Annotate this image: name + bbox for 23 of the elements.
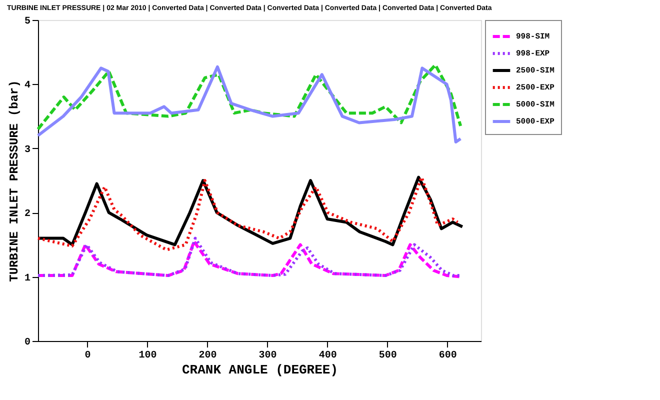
y-tick-label: 2 <box>24 209 30 220</box>
y-tick-label: 5 <box>24 16 30 28</box>
legend-label: 998-EXP <box>516 50 550 58</box>
y-tick-label: 4 <box>24 80 30 92</box>
x-tick-label: 400 <box>318 350 337 362</box>
y-tick-label: 3 <box>24 144 30 156</box>
x-tick-label: 300 <box>258 350 277 362</box>
x-tick-label: 0 <box>84 350 91 362</box>
x-tick-label: 600 <box>438 350 457 362</box>
legend-label: 5000-SIM <box>516 100 555 110</box>
legend-label: 2500-EXP <box>516 84 555 92</box>
x-tick-label: 500 <box>378 350 397 362</box>
line-series <box>36 63 462 131</box>
legend-label: 5000-EXP <box>516 118 555 126</box>
y-tick-label: 0 <box>24 338 30 348</box>
line-series <box>36 65 462 144</box>
legend-label: 2500-SIM <box>516 66 555 76</box>
x-tick-label: 100 <box>138 350 157 362</box>
x-axis-title: CRANK ANGLE (DEGREE) <box>182 362 338 378</box>
legend-label: 998-SIM <box>516 32 550 42</box>
x-tick-label: 200 <box>198 350 217 362</box>
y-tick-label: 1 <box>24 273 30 284</box>
y-axis-title: TURBINE INLET PRESSURE (bar) <box>8 80 22 282</box>
